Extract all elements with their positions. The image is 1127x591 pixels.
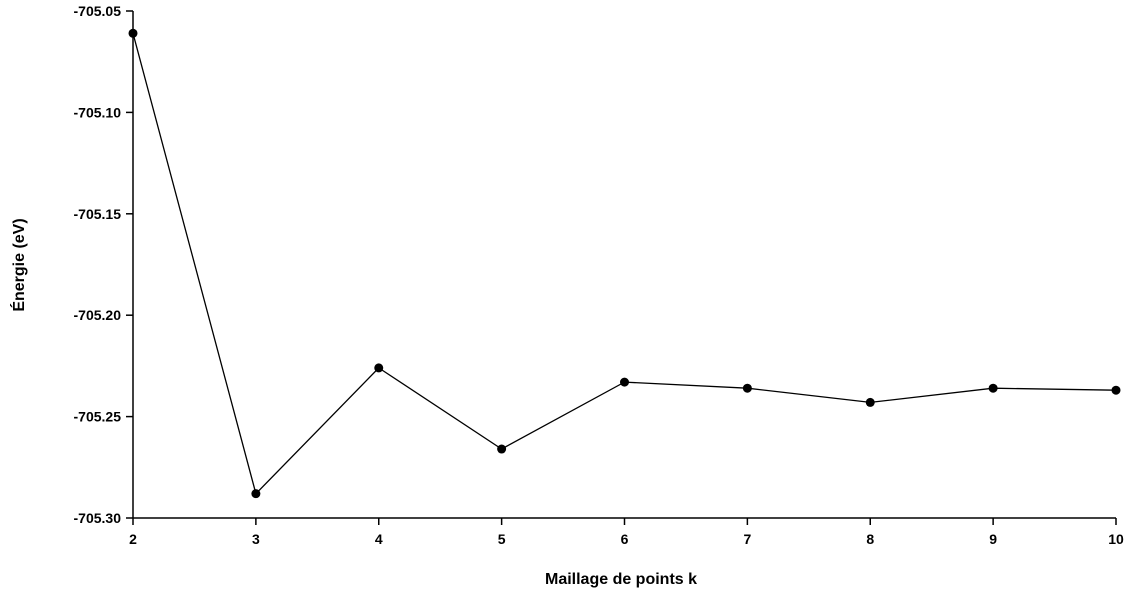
y-tick-label: -705.05	[74, 3, 122, 19]
y-tick-label: -705.30	[74, 510, 122, 526]
data-point	[1111, 385, 1121, 395]
x-ticks: 2 3 4 5 6 7 8 9 10	[129, 518, 1124, 547]
x-tick-label: 8	[866, 531, 874, 547]
series-line	[132, 33, 1117, 495]
data-point	[128, 28, 138, 38]
data-point	[251, 489, 261, 499]
x-tick-label: 9	[989, 531, 997, 547]
x-tick-label: 5	[498, 531, 506, 547]
series	[128, 28, 1121, 499]
data-point	[620, 377, 629, 387]
data-point	[497, 444, 507, 454]
x-tick-label: 6	[621, 531, 629, 547]
y-axis-title: Énergie (eV)	[9, 218, 28, 311]
y-ticks: -705.05 -705.10 -705.15 -705.20 -705.25 -705.…	[74, 3, 133, 526]
x-tick-label: 10	[1108, 531, 1124, 547]
data-point	[865, 397, 875, 407]
data-point	[742, 383, 752, 393]
x-tick-label: 3	[252, 531, 260, 547]
data-point	[374, 363, 384, 373]
y-tick-label: -705.20	[74, 307, 122, 323]
data-point	[988, 383, 998, 393]
y-tick-label: -705.10	[74, 104, 122, 120]
y-tick-label: -705.25	[74, 409, 122, 425]
y-tick-label: -705.15	[74, 206, 122, 222]
x-tick-label: 4	[375, 531, 383, 547]
x-axis-title: Maillage de points k	[545, 571, 697, 588]
x-tick-label: 7	[743, 531, 751, 547]
x-tick-label: 2	[129, 531, 137, 547]
